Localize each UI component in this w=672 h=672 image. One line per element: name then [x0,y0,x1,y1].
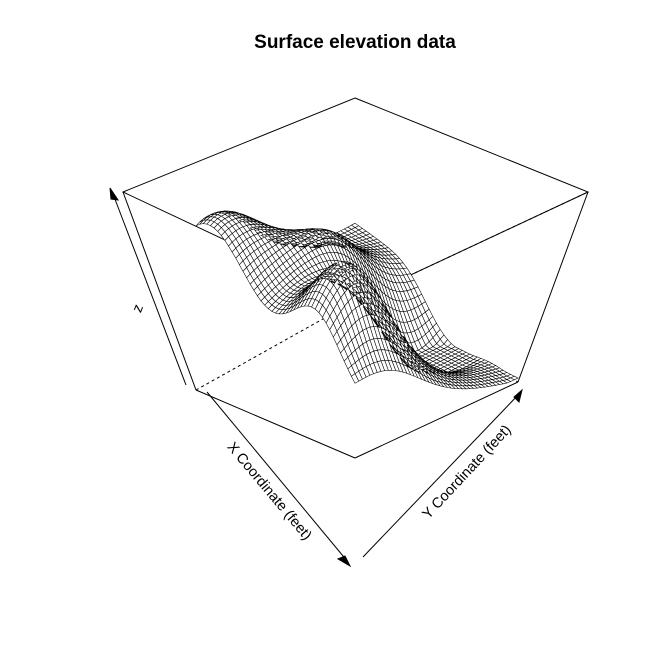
box-edge-right [517,191,589,383]
box-edge-bottom-left [195,389,356,459]
y-axis-arrow [362,392,521,558]
surface-mesh [195,210,519,390]
x-axis-arrowhead [336,555,352,568]
surface-facet [278,308,288,315]
box-edge-bottom-right [354,381,519,459]
surface-facet [195,220,204,227]
y-axis-arrowhead [513,388,523,403]
x-axis-label: X Coordinate (feet) [224,439,315,543]
plot-title: Surface elevation data [254,32,456,53]
box-edge-left [122,191,197,391]
surface-facet [458,385,467,390]
axis-arrows [109,187,523,568]
z-axis-label: z [130,302,148,315]
y-axis-label: Y Coordinate (feet) [420,422,515,522]
z-axis-arrow [112,193,187,386]
surface-facet [351,373,360,384]
z-axis-arrowhead [109,187,120,201]
x-axis-arrow [206,391,349,563]
